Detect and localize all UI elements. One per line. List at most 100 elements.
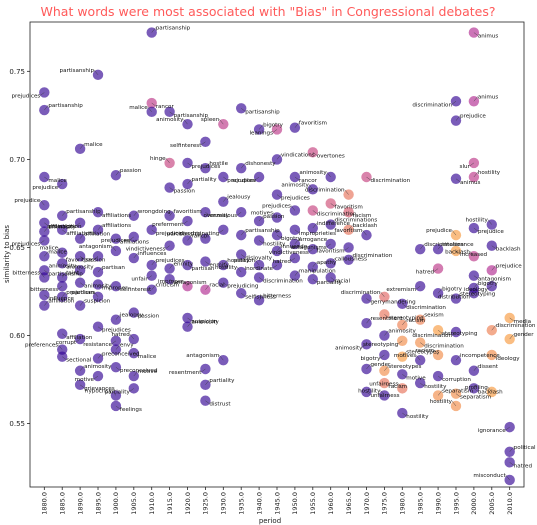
point-label: prejudice (14, 198, 40, 204)
label-leader-line (258, 124, 264, 130)
data-point (414, 377, 426, 389)
x-tick-label: 1950.0 (291, 492, 299, 515)
point-label: backlash (445, 249, 470, 255)
point-label: affiliations (102, 213, 131, 219)
label-leader-line (330, 258, 335, 264)
label-leader-line (380, 354, 385, 359)
point-label: partisanship (174, 113, 209, 119)
label-leader-line (366, 363, 371, 370)
point-label: prejudices (192, 164, 221, 170)
label-leader-line (129, 236, 134, 241)
data-point (468, 96, 480, 107)
label-leader-line (272, 212, 278, 218)
label-leader-line (40, 272, 45, 278)
data-point (361, 171, 372, 183)
data-point (74, 379, 86, 391)
label-leader-line (93, 69, 99, 75)
point-label: animosity (66, 264, 94, 270)
point-label: inordinate (245, 266, 274, 272)
data-point (432, 325, 444, 336)
label-leader-line (111, 340, 117, 344)
point-label: discrimination (424, 344, 464, 350)
point-label: distrust (209, 402, 231, 408)
x-tick-label: 1980.0 (399, 492, 407, 515)
y-tick-label: 0.70 (9, 156, 25, 164)
x-tick-label: 1940.0 (255, 492, 263, 515)
point-label: racism (388, 384, 407, 390)
data-point (468, 27, 480, 38)
x-axis-ticks: 1880.0 1885.0 1890.0 1895.0 1900.0 1905.0 1910… (41, 487, 514, 515)
label-leader-line (93, 375, 99, 380)
label-leader-line (44, 104, 49, 111)
label-leader-line (366, 176, 371, 181)
data-point (468, 171, 480, 183)
label-leader-line (473, 32, 479, 36)
label-leader-line (62, 333, 67, 337)
label-leader-line (241, 108, 246, 112)
point-label: antagonism (174, 280, 207, 286)
point-label: discrimination (412, 333, 452, 339)
label-leader-line (62, 291, 67, 297)
point-label: disloyalty (245, 256, 272, 262)
x-tick-label: 1910.0 (148, 492, 156, 515)
point-label: discrimination (263, 278, 303, 284)
point-label: discrimination (353, 253, 393, 259)
label-leader-line (362, 230, 367, 236)
data-point (361, 317, 372, 329)
label-leader-line (165, 245, 170, 249)
label-leader-line (183, 281, 188, 287)
point-label: manipulation (299, 269, 336, 275)
data-point (343, 224, 354, 236)
point-label: unfair (131, 277, 148, 283)
point-label: racial (335, 278, 351, 284)
x-tick-label: 1895.0 (94, 492, 102, 515)
point-label: suspicion (192, 319, 219, 325)
label-leader-line (58, 247, 63, 253)
data-point (450, 173, 462, 184)
label-leader-line (93, 256, 99, 260)
label-leader-line (79, 282, 85, 286)
point-label: discrimination (370, 178, 410, 184)
label-leader-line (111, 390, 117, 396)
point-label: affiliation (66, 335, 93, 341)
label-leader-line (97, 212, 103, 216)
label-leader-line (40, 200, 45, 206)
point-label: prejudices (12, 241, 41, 247)
data-point (468, 270, 480, 281)
point-label: stereotyping (442, 331, 478, 337)
point-label: passion (263, 214, 285, 220)
label-leader-line (169, 187, 174, 191)
label-leader-line (58, 286, 63, 290)
label-leader-line (205, 400, 210, 404)
point-label: motives (394, 353, 416, 359)
label-leader-line (416, 355, 421, 361)
data-point (468, 383, 480, 394)
x-tick-label: 1935.0 (238, 492, 246, 515)
point-label: apathy (317, 260, 337, 266)
point-label: affiliations (120, 240, 149, 246)
label-leader-line (312, 261, 317, 267)
point-label: prejudices (12, 93, 41, 99)
label-leader-line (455, 293, 461, 299)
label-leader-line (97, 284, 103, 288)
point-label: bitterness (12, 270, 40, 276)
label-leader-line (380, 291, 385, 297)
label-leader-line (469, 251, 475, 257)
label-leader-line (326, 171, 331, 178)
label-leader-line (219, 229, 224, 234)
point-label: misconduct (473, 473, 506, 479)
point-label: discrimination (424, 242, 464, 248)
point-label: affiliation (48, 299, 75, 305)
point-label: bitterness (263, 293, 291, 299)
label-leader-line (330, 203, 335, 207)
data-point (486, 325, 497, 336)
label-leader-line (433, 349, 439, 356)
label-leader-line (362, 344, 367, 348)
label-leader-line (276, 234, 282, 239)
point-label: stereotyping (388, 315, 424, 321)
point-label: passion (84, 257, 106, 263)
point-label: stereotyping (460, 292, 496, 298)
data-point (432, 370, 444, 382)
data-point (432, 244, 444, 255)
